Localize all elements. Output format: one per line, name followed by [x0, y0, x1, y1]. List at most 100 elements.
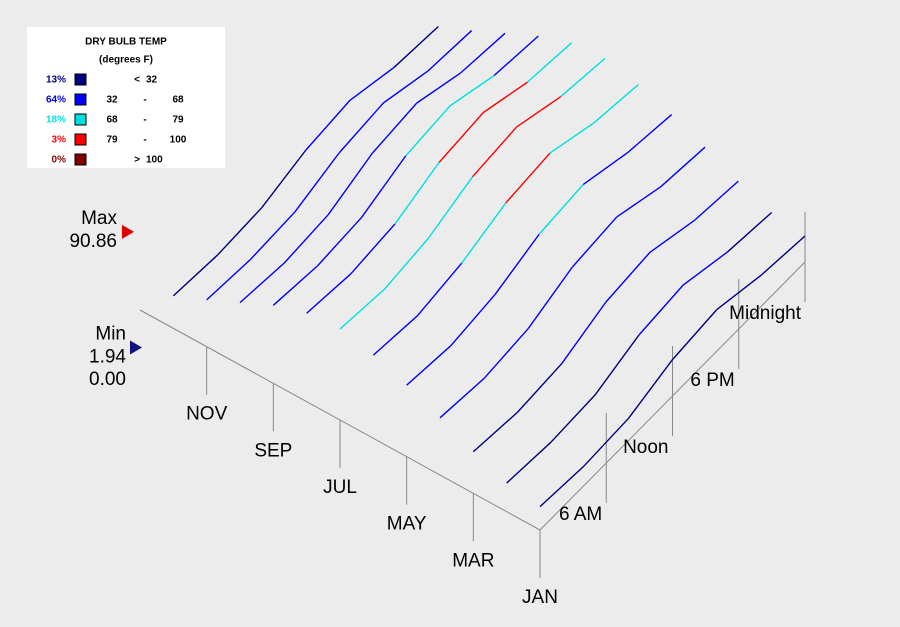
surface-segment: [338, 102, 384, 154]
min-value: 1.94: [89, 346, 126, 367]
surface-segment: [206, 258, 252, 301]
hour-label: 6 AM: [559, 504, 602, 525]
surface-segment: [372, 315, 418, 356]
surface-segment: [383, 237, 429, 290]
surface-segment: [527, 266, 574, 329]
surface-segment: [671, 309, 718, 361]
hour-label: Midnight: [729, 303, 802, 324]
legend-title: DRY BULB TEMP: [85, 37, 167, 48]
surface-segment: [261, 149, 307, 209]
legend-share: 3%: [52, 135, 67, 146]
legend-low: 32: [106, 95, 118, 106]
month-label: MAR: [452, 550, 494, 571]
legend-swatch: [74, 153, 87, 166]
surface-segment: [505, 152, 551, 204]
max-marker: [122, 224, 134, 239]
legend-share: 64%: [46, 95, 66, 106]
legend-box: [27, 27, 225, 168]
surface-segment: [493, 35, 539, 77]
surface-segment: [627, 114, 673, 154]
legend-swatch: [74, 113, 87, 126]
legend-op: -: [143, 115, 146, 126]
surface-segment: [339, 289, 385, 330]
surface-segment: [638, 284, 684, 336]
legend-swatch: [74, 133, 87, 146]
surface-segment: [472, 411, 518, 453]
legend-op: -: [143, 135, 146, 146]
surface-segment: [627, 359, 674, 419]
surface-segment: [582, 152, 628, 185]
legend-op: >: [134, 155, 140, 166]
legend-bound: 100: [146, 155, 163, 166]
surface-segment: [461, 202, 507, 264]
legend-high: 68: [172, 95, 184, 106]
surface-segment: [594, 334, 640, 396]
surface-segment: [239, 262, 285, 304]
surface-segment: [349, 66, 395, 101]
surface-segment: [716, 274, 762, 311]
surface-segment: [460, 32, 506, 74]
surface-segment: [649, 220, 695, 253]
surface-segment: [382, 70, 428, 104]
surface-segment: [305, 99, 351, 151]
legend-op: <: [134, 75, 140, 86]
surface-segment: [693, 180, 739, 222]
surface-segment: [560, 57, 606, 98]
month-label: MAY: [387, 514, 427, 535]
surface-segment: [438, 112, 484, 163]
surface-segment: [449, 74, 495, 107]
surface-segment: [506, 441, 552, 484]
surface-segment: [416, 72, 462, 104]
legend-swatch: [74, 73, 87, 86]
surface-segment: [427, 176, 474, 239]
legend-high: 79: [172, 115, 184, 126]
legend-share: 0%: [52, 155, 67, 166]
surface-segment: [283, 214, 329, 264]
surface-segment: [527, 42, 573, 83]
surface-segment: [216, 207, 263, 256]
month-label: JAN: [522, 587, 558, 608]
month-label: JUL: [323, 477, 357, 498]
surface-segment: [516, 363, 563, 413]
surface-segment: [294, 152, 340, 213]
surface-segment: [760, 235, 806, 276]
surface-segment: [450, 294, 496, 347]
surface-segment: [327, 152, 374, 215]
surface-segment: [660, 146, 706, 188]
hour-label: 6 PM: [690, 370, 734, 391]
surface-segment: [571, 216, 618, 268]
min-marker: [130, 340, 142, 355]
surface-segment: [727, 211, 773, 253]
surface-segment: [549, 122, 595, 154]
month-label: NOV: [186, 404, 228, 425]
max-label: Max: [81, 208, 117, 229]
surface-segment: [483, 328, 529, 379]
legend-share: 13%: [46, 75, 66, 86]
surface-segment: [406, 345, 452, 386]
surface-segment: [583, 418, 629, 467]
surface-segment: [494, 233, 540, 295]
surface-segment: [516, 95, 562, 128]
surface-segment: [272, 265, 318, 306]
legend-low: 68: [106, 115, 118, 126]
legend-high: 100: [170, 135, 187, 146]
surface-segment: [561, 301, 607, 365]
legend-op: -: [143, 95, 146, 106]
legend-swatch: [74, 93, 87, 106]
surface-segment: [393, 26, 439, 68]
surface-segment: [350, 223, 396, 275]
surface-segment: [306, 273, 352, 314]
surface-segment: [593, 84, 639, 124]
min-label: Min: [95, 323, 126, 344]
surface-segment: [416, 262, 463, 317]
hour-label: Noon: [623, 437, 668, 458]
legend-share: 18%: [46, 115, 66, 126]
surface-segment: [616, 186, 662, 218]
surface-segment: [405, 105, 451, 157]
legend-subtitle: (degrees F): [99, 55, 153, 66]
surface-segment: [682, 251, 728, 286]
surface-segment: [482, 81, 528, 114]
surface-segment: [371, 102, 418, 154]
legend-bound: 32: [146, 75, 158, 86]
surface-segment: [250, 211, 296, 260]
